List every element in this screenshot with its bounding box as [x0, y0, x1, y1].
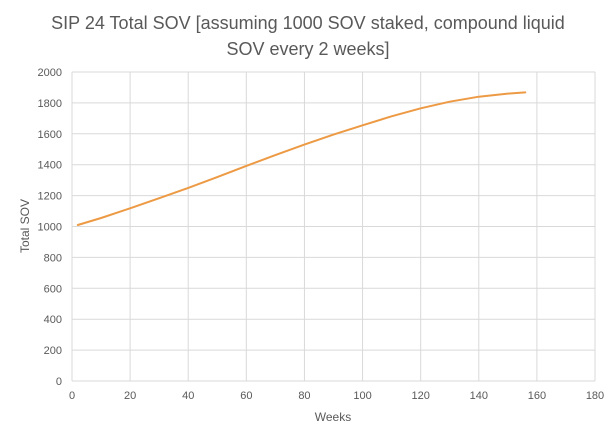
x-tick-label: 160: [528, 390, 546, 402]
y-axis-title: Total SOV: [18, 199, 32, 253]
x-tick-label: 60: [240, 390, 252, 402]
y-tick-label: 200: [44, 345, 62, 357]
x-tick-label: 120: [411, 390, 429, 402]
y-tick-label: 0: [56, 376, 62, 388]
x-axis-title: Weeks: [315, 410, 351, 424]
x-tick-label: 20: [124, 390, 136, 402]
x-tick-label: 0: [69, 390, 75, 402]
y-tick-label: 600: [44, 283, 62, 295]
x-tick-label: 180: [586, 390, 604, 402]
y-tick-label: 400: [44, 314, 62, 326]
chart-title: SIP 24 Total SOV [assuming 1000 SOV stak…: [0, 10, 616, 62]
chart-title-line-2: SOV every 2 weeks]: [226, 39, 390, 59]
x-tick-label: 80: [298, 390, 310, 402]
y-tick-label: 2000: [38, 67, 62, 79]
x-tick-label: 100: [353, 390, 371, 402]
y-tick-label: 1600: [38, 129, 62, 141]
chart-title-line-1: SIP 24 Total SOV [assuming 1000 SOV stak…: [51, 13, 565, 33]
y-tick-label: 1800: [38, 98, 62, 110]
x-tick-label: 40: [182, 390, 194, 402]
y-tick-label: 1200: [38, 191, 62, 203]
series-line: [76, 91, 527, 226]
y-tick-label: 1000: [38, 222, 62, 234]
x-tick-label: 140: [470, 390, 488, 402]
y-tick-label: 1400: [38, 160, 62, 172]
y-tick-label: 800: [44, 252, 62, 264]
